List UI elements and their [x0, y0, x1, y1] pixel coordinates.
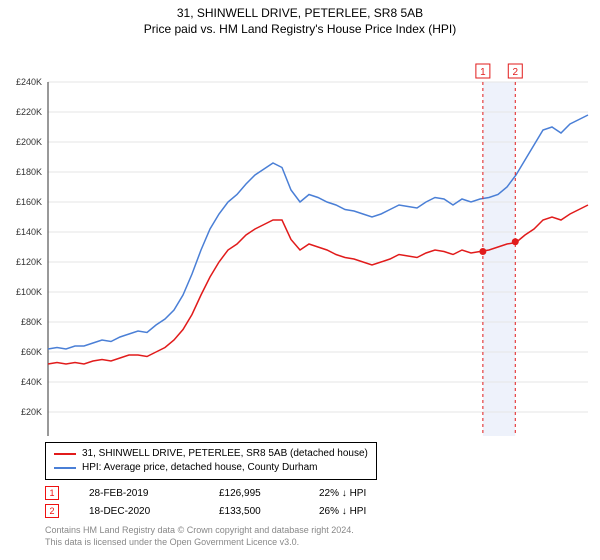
marker-delta: 26% ↓ HPI	[319, 506, 389, 517]
marker-delta: 22% ↓ HPI	[319, 488, 389, 499]
title-address: 31, SHINWELL DRIVE, PETERLEE, SR8 5AB	[0, 0, 600, 20]
footer: Contains HM Land Registry data © Crown c…	[45, 524, 354, 548]
svg-text:£100K: £100K	[16, 287, 42, 297]
legend-item: 31, SHINWELL DRIVE, PETERLEE, SR8 5AB (d…	[54, 447, 368, 461]
marker-date: 18-DEC-2020	[89, 506, 189, 517]
marker-badge: 2	[45, 504, 59, 518]
marker-date: 28-FEB-2019	[89, 488, 189, 499]
chart-container: 31, SHINWELL DRIVE, PETERLEE, SR8 5AB Pr…	[0, 0, 600, 560]
marker-badge: 1	[45, 486, 59, 500]
legend-swatch	[54, 467, 76, 469]
svg-text:£20K: £20K	[21, 407, 42, 417]
svg-text:2: 2	[512, 67, 518, 78]
svg-text:£60K: £60K	[21, 347, 42, 357]
svg-text:£180K: £180K	[16, 167, 42, 177]
svg-text:£240K: £240K	[16, 77, 42, 87]
marker-row: 2 18-DEC-2020 £133,500 26% ↓ HPI	[45, 502, 389, 520]
footer-line: This data is licensed under the Open Gov…	[45, 536, 354, 548]
svg-text:£220K: £220K	[16, 107, 42, 117]
svg-text:£120K: £120K	[16, 257, 42, 267]
svg-text:£140K: £140K	[16, 227, 42, 237]
marker-price: £126,995	[219, 488, 289, 499]
legend-label: 31, SHINWELL DRIVE, PETERLEE, SR8 5AB (d…	[82, 447, 368, 461]
legend-swatch	[54, 453, 76, 455]
svg-text:£160K: £160K	[16, 197, 42, 207]
svg-text:£80K: £80K	[21, 317, 42, 327]
marker-row: 1 28-FEB-2019 £126,995 22% ↓ HPI	[45, 484, 389, 502]
markers-table: 1 28-FEB-2019 £126,995 22% ↓ HPI 2 18-DE…	[45, 484, 389, 520]
footer-line: Contains HM Land Registry data © Crown c…	[45, 524, 354, 536]
legend-item: HPI: Average price, detached house, Coun…	[54, 461, 368, 475]
legend: 31, SHINWELL DRIVE, PETERLEE, SR8 5AB (d…	[45, 442, 377, 480]
price-chart: £0£20K£40K£60K£80K£100K£120K£140K£160K£1…	[0, 36, 600, 436]
marker-price: £133,500	[219, 506, 289, 517]
title-subtitle: Price paid vs. HM Land Registry's House …	[0, 20, 600, 36]
svg-text:£40K: £40K	[21, 377, 42, 387]
svg-text:£200K: £200K	[16, 137, 42, 147]
svg-text:1: 1	[480, 67, 486, 78]
legend-label: HPI: Average price, detached house, Coun…	[82, 461, 318, 475]
